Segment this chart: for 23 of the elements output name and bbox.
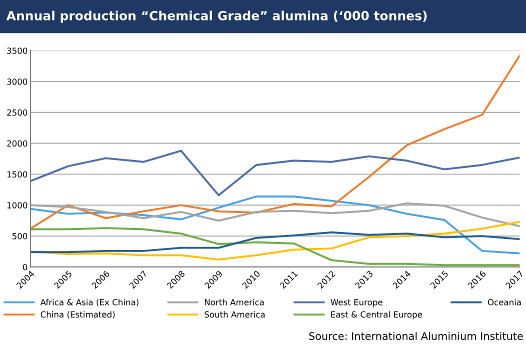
legend-label: China (Estimated) xyxy=(40,311,115,319)
line-series xyxy=(30,150,520,196)
legend-label: North America xyxy=(204,298,264,306)
y-tick-label: 1500 xyxy=(7,171,28,178)
y-tick-label: 1000 xyxy=(7,202,28,208)
y-tick-label: 500 xyxy=(12,233,28,240)
line-series xyxy=(30,54,520,230)
line-series xyxy=(30,196,520,254)
legend-label: East & Central Europe xyxy=(331,311,422,320)
line-series xyxy=(30,231,520,254)
line-series xyxy=(30,202,520,228)
legend-label: Africa & Asia (Ex China) xyxy=(40,298,138,306)
line-series xyxy=(30,220,520,261)
y-tick-label: 2000 xyxy=(7,140,28,147)
y-tick-label: 3500 xyxy=(7,48,28,54)
chart-title: Annual production “Chemical Grade” alumina (‘000 tonnes) xyxy=(6,10,427,23)
y-tick-label: 3000 xyxy=(7,78,28,85)
legend-label: South America xyxy=(204,311,265,318)
legend-label: West Europe xyxy=(330,299,382,307)
y-tick-label: 0 xyxy=(22,264,28,270)
source-note: Source: International Aluminium Institute xyxy=(309,332,523,340)
legend-label: Oceania xyxy=(488,298,521,306)
y-tick-label: 2500 xyxy=(7,109,28,116)
